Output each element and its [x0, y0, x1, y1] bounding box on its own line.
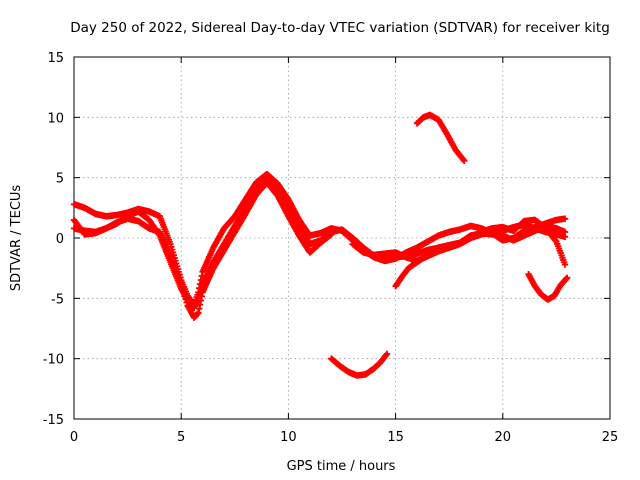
data-point	[383, 350, 391, 358]
data-point	[461, 157, 468, 164]
y-tick-label: 5	[56, 172, 64, 187]
y-tick-label: -10	[43, 353, 64, 368]
data-point	[183, 299, 190, 306]
data-point	[179, 286, 187, 294]
chart-title: Day 250 of 2022, Sidereal Day-to-day VTE…	[70, 20, 610, 36]
x-tick-label: 10	[280, 430, 297, 445]
x-tick-label: 15	[387, 430, 404, 445]
x-tick-label: 20	[495, 430, 512, 445]
data-point	[561, 261, 569, 268]
x-tick-label: 5	[177, 430, 185, 445]
data-point	[178, 280, 185, 288]
data-point	[181, 293, 189, 300]
x-axis-label: GPS time / hours	[287, 459, 396, 474]
data-point	[178, 283, 186, 291]
data-point	[563, 274, 571, 282]
data-point	[561, 228, 569, 236]
data-point	[328, 231, 335, 238]
axis-ticks: 0 5 10 15 20 25 -15 -10 -5 0 5 10 15	[43, 51, 619, 445]
series-track-e	[392, 216, 569, 290]
y-tick-label: 15	[47, 51, 64, 66]
data-point	[382, 351, 390, 359]
series-track-f	[525, 271, 571, 303]
x-tick-label: 25	[602, 430, 619, 445]
y-tick-label: -5	[51, 292, 64, 307]
series-track-c	[70, 179, 335, 321]
data-point	[180, 289, 188, 297]
y-tick-label: 0	[56, 232, 64, 247]
series-track-g	[413, 111, 468, 164]
y-tick-label: 10	[47, 111, 64, 126]
data-point	[182, 296, 189, 303]
data-point	[561, 215, 569, 222]
y-axis-label: SDTVAR / TECUs	[9, 185, 24, 292]
series-track-h	[328, 350, 391, 379]
x-tick-label: 0	[70, 430, 78, 445]
y-tick-label: -15	[43, 413, 64, 428]
data-series	[70, 111, 571, 379]
